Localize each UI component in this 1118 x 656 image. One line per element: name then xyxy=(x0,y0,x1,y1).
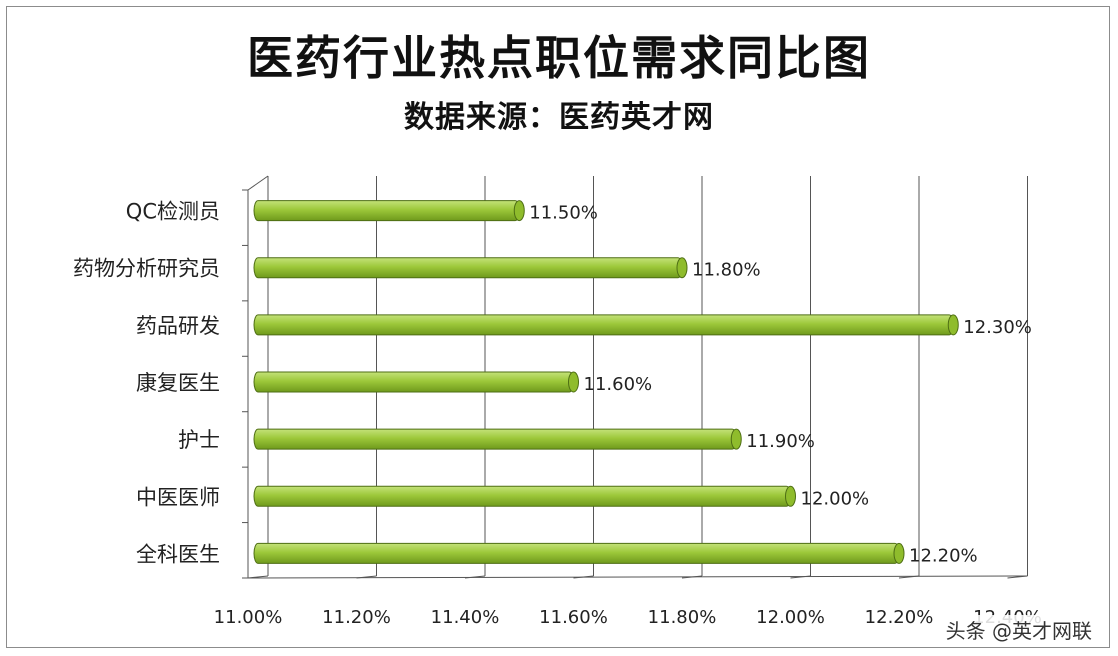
x-tick-label: 11.40% xyxy=(431,607,500,628)
x-tick-label: 12.00% xyxy=(756,607,825,628)
y-axis-top-edge xyxy=(247,175,269,191)
bar xyxy=(253,428,742,450)
data-label: 12.00% xyxy=(801,488,870,509)
x-tick-label: 11.60% xyxy=(539,607,608,628)
x-tick-label: 11.00% xyxy=(214,607,283,628)
data-label: 11.60% xyxy=(584,374,653,395)
data-label: 11.80% xyxy=(692,260,761,281)
category-label: 护士 xyxy=(178,428,220,452)
category-label: 药物分析研究员 xyxy=(73,257,220,281)
data-label: 11.90% xyxy=(746,431,815,452)
data-label: 12.20% xyxy=(909,545,978,566)
category-label: 药品研发 xyxy=(136,314,220,338)
x-tick-label: 12.20% xyxy=(865,607,934,628)
bar xyxy=(253,200,525,222)
category-label: 康复医生 xyxy=(136,371,220,395)
bar xyxy=(253,314,959,336)
data-label: 12.30% xyxy=(963,317,1032,338)
watermark-text: 头条 @英才网联 xyxy=(941,615,1096,644)
x-tick-label: 11.20% xyxy=(322,607,391,628)
category-label: QC检测员 xyxy=(126,200,220,224)
chart-title: 医药行业热点职位需求同比图 xyxy=(247,31,871,85)
bar xyxy=(253,371,579,393)
bar xyxy=(253,257,688,279)
x-tick-label: 11.80% xyxy=(648,607,717,628)
x-axis-line xyxy=(247,575,1028,579)
category-label: 全科医生 xyxy=(136,542,220,566)
data-label: 11.50% xyxy=(529,203,598,224)
bar xyxy=(253,542,905,564)
bar xyxy=(253,485,796,507)
category-label: 中医医师 xyxy=(136,485,220,509)
chart-subtitle: 数据来源：医药英才网 xyxy=(404,100,714,135)
